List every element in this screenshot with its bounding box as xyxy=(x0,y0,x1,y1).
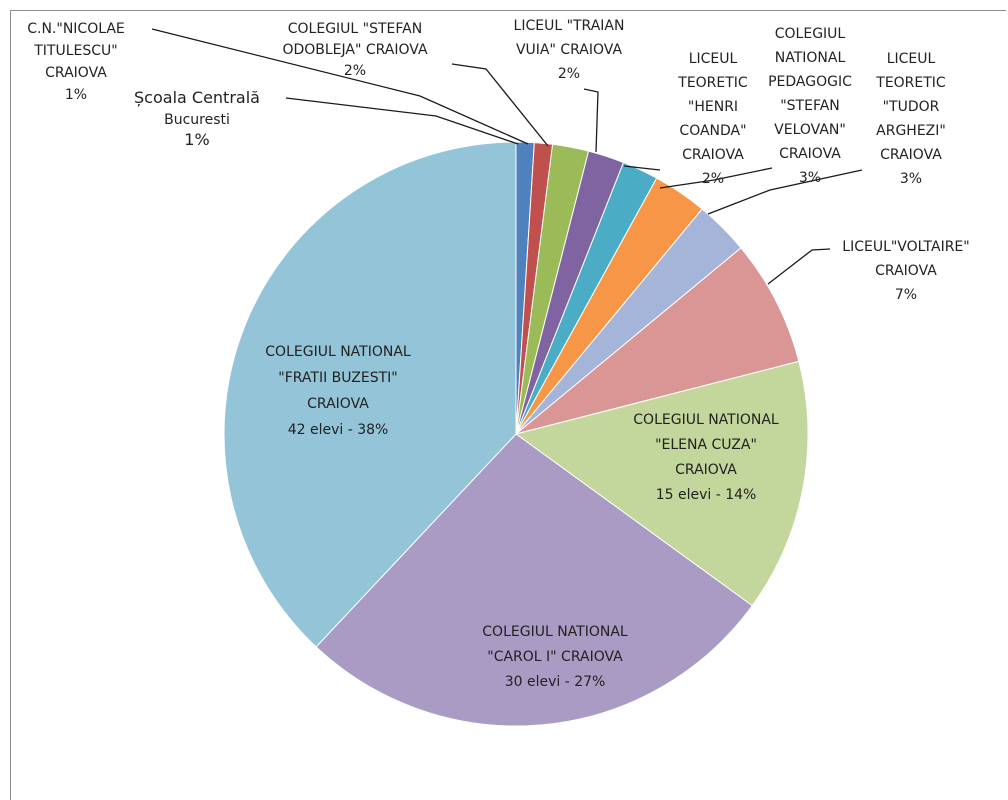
slice-label-5-line-6: 3% xyxy=(799,170,821,186)
slice-label-1-line-2: CRAIOVA xyxy=(45,65,107,81)
slice-label-6-line-2: "TUDOR xyxy=(883,99,940,115)
slice-label-8-line-0: COLEGIUL NATIONAL xyxy=(633,412,779,428)
slice-label-1-line-0: C.N."NICOLAE xyxy=(27,21,125,37)
slice-label-8: COLEGIUL NATIONAL "ELENA CUZA" CRAIOVA 15 e… xyxy=(633,412,779,503)
leader-line-3 xyxy=(583,88,599,153)
slice-label-5-line-0: COLEGIUL xyxy=(775,26,846,42)
leader-line-5 xyxy=(659,167,773,189)
slice-label-10-line-2: CRAIOVA xyxy=(307,396,369,412)
pie-slice-9 xyxy=(315,433,753,727)
slice-label-3-line-1: VUIA" CRAIOVA xyxy=(516,42,623,58)
slice-label-0-line-1: Bucuresti xyxy=(164,112,230,128)
slice-label-10: COLEGIUL NATIONAL "FRATII BUZESTI" CRAIOVA… xyxy=(265,344,411,438)
slice-label-7-line-0: LICEUL"VOLTAIRE" xyxy=(842,239,969,255)
slice-label-3-line-2: 2% xyxy=(558,66,580,82)
slice-label-6: LICEUL TEORETIC "TUDOR ARGHEZI" CRAIOVA 3% xyxy=(875,51,946,187)
slice-label-7: LICEUL"VOLTAIRE" CRAIOVA 7% xyxy=(842,239,969,303)
slice-label-4: LICEUL TEORETIC "HENRI COANDA" CRAIOVA 2% xyxy=(677,51,748,187)
slice-label-5-line-2: PEDAGOGIC xyxy=(768,74,852,90)
pie-slice-10 xyxy=(223,141,517,648)
leader-lines xyxy=(151,28,863,285)
slice-label-6-line-3: ARGHEZI" xyxy=(876,123,946,139)
slice-label-8-line-1: "ELENA CUZA" xyxy=(655,437,757,453)
slice-label-2-line-0: COLEGIUL "STEFAN xyxy=(288,21,422,37)
slice-label-3-line-0: LICEUL "TRAIAN xyxy=(514,18,625,34)
slice-label-4-line-0: LICEUL xyxy=(689,51,738,67)
slice-label-9: COLEGIUL NATIONAL "CAROL I" CRAIOVA 30 ele… xyxy=(482,624,628,690)
slice-label-0-line-2: 1% xyxy=(184,130,209,149)
pie-slice-8 xyxy=(514,360,809,607)
slice-label-4-line-4: CRAIOVA xyxy=(682,147,744,163)
slice-label-4-line-2: "HENRI xyxy=(688,99,738,115)
slice-label-5: COLEGIUL NATIONAL PEDAGOGIC "STEFAN VELOVAN"… xyxy=(768,26,852,186)
slice-label-0: Școala Centrală Bucuresti 1% xyxy=(134,88,260,149)
slice-label-8-line-2: CRAIOVA xyxy=(675,462,737,478)
slice-label-5-line-3: "STEFAN xyxy=(780,98,840,114)
slice-label-5-line-4: VELOVAN" xyxy=(774,122,846,138)
leader-line-4 xyxy=(623,165,661,171)
slice-label-7-line-2: 7% xyxy=(895,287,917,303)
slice-label-10-line-3: 42 elevi - 38% xyxy=(288,422,389,438)
slice-label-9-line-1: "CAROL I" CRAIOVA xyxy=(487,649,623,665)
leader-line-1 xyxy=(151,28,529,145)
leader-line-0 xyxy=(285,97,519,145)
slice-label-10-line-0: COLEGIUL NATIONAL xyxy=(265,344,411,360)
pie-slices xyxy=(223,141,809,727)
slice-label-10-line-1: "FRATII BUZESTI" xyxy=(278,370,397,386)
slice-label-4-line-5: 2% xyxy=(702,171,724,187)
slice-label-3: LICEUL "TRAIAN VUIA" CRAIOVA 2% xyxy=(514,18,625,82)
slice-label-6-line-0: LICEUL xyxy=(887,51,936,67)
slice-label-5-line-1: NATIONAL xyxy=(775,50,846,66)
slice-label-5-line-5: CRAIOVA xyxy=(779,146,841,162)
slice-label-7-line-1: CRAIOVA xyxy=(875,263,937,279)
slice-label-4-line-3: COANDA" xyxy=(679,123,746,139)
slice-label-1-line-3: 1% xyxy=(65,87,87,103)
leader-line-7 xyxy=(767,248,831,285)
chart-frame xyxy=(10,10,1006,800)
leader-line-2 xyxy=(451,63,549,147)
slice-label-2-line-2: 2% xyxy=(344,63,366,79)
leader-line-6 xyxy=(707,169,863,215)
slice-label-2-line-1: ODOBLEJA" CRAIOVA xyxy=(282,42,428,58)
slice-label-1: C.N."NICOLAE TITULESCU" CRAIOVA 1% xyxy=(27,21,125,103)
slice-label-9-line-0: COLEGIUL NATIONAL xyxy=(482,624,628,640)
slice-label-6-line-1: TEORETIC xyxy=(875,75,946,91)
slice-label-1-line-1: TITULESCU" xyxy=(33,43,117,59)
slice-labels: Școala Centrală Bucuresti 1% C.N."NICOLAE TI… xyxy=(27,18,969,690)
slice-label-9-line-2: 30 elevi - 27% xyxy=(505,674,606,690)
slice-label-6-line-4: CRAIOVA xyxy=(880,147,942,163)
slice-label-4-line-1: TEORETIC xyxy=(677,75,748,91)
slice-label-0-line-0: Școala Centrală xyxy=(134,88,260,107)
pie-slice-7 xyxy=(515,247,800,435)
slice-label-2: COLEGIUL "STEFAN ODOBLEJA" CRAIOVA 2% xyxy=(282,21,428,79)
slice-label-8-line-3: 15 elevi - 14% xyxy=(656,487,757,503)
slice-label-6-line-5: 3% xyxy=(900,171,922,187)
